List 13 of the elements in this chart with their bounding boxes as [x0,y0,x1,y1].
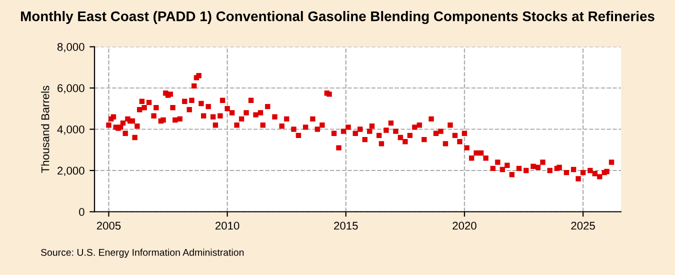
y-tick-label: 6,000 [58,84,84,94]
y-tick-label: 2,000 [58,166,84,176]
y-axis-title: Thousand Barrels [41,86,50,173]
x-tick-label: 2025 [571,222,595,230]
y-tick-label: 8,000 [57,43,84,52]
x-tick-label: 2020 [452,222,476,230]
source-note: Source: U.S. Energy Information Administration [40,248,244,258]
y-tick-label: 0 [79,208,84,216]
chart-title: Monthly East Coast (PADD 1) Conventional Gasoline Blending Components Stocks at Refineries [21,11,654,24]
y-tick-label: 4,000 [57,126,84,135]
x-tick-label: 2005 [96,222,121,230]
x-tick-label: 2015 [334,222,358,230]
x-tick-label: 2010 [216,222,240,230]
